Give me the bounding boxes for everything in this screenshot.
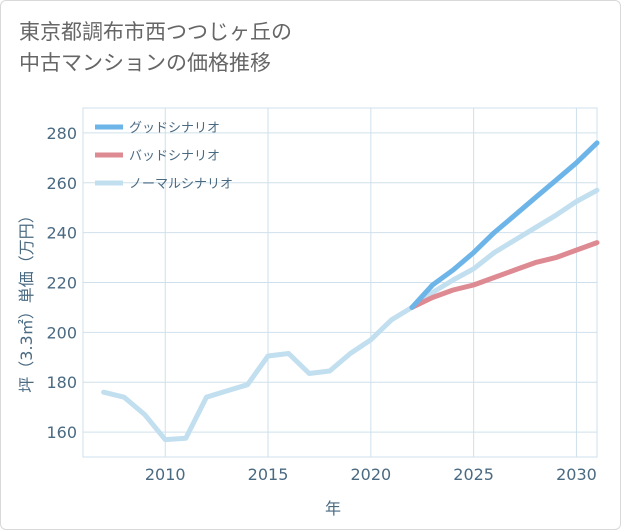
series-line-1 (409, 240, 600, 310)
y-tick-label: 200 (46, 323, 77, 342)
series-line-0 (409, 140, 600, 310)
series-lines (101, 140, 600, 443)
series-line-2 (101, 187, 600, 443)
x-tick-label: 2015 (248, 465, 289, 484)
legend-label: グッドシナリオ (129, 121, 220, 136)
x-axis-label: 年 (325, 499, 341, 518)
y-tick-label: 160 (46, 423, 77, 442)
x-tick-label: 2010 (145, 465, 186, 484)
y-axis-label: 坪（3.3㎡）単価（万円） (17, 207, 36, 392)
x-tick-label: 2025 (453, 465, 494, 484)
y-axis-ticks: 160 180 200 220 240 260 280 (46, 124, 77, 442)
chart-title: 東京都調布市西つつじヶ丘の 中古マンションの価格推移 (19, 17, 579, 79)
grid-lines (82, 107, 598, 458)
y-tick-label: 180 (46, 373, 77, 392)
legend-label: ノーマルシナリオ (129, 177, 233, 192)
x-tick-label: 2030 (556, 465, 597, 484)
y-tick-label: 220 (46, 274, 77, 293)
y-tick-label: 280 (46, 124, 77, 143)
y-tick-label: 240 (46, 224, 77, 243)
legend-label: バッドシナリオ (129, 149, 220, 164)
chart-title-line-1: 東京都調布市西つつじヶ丘の (19, 20, 292, 44)
x-tick-label: 2020 (350, 465, 391, 484)
x-axis-ticks: 2010 2015 2020 2025 2030 (145, 465, 597, 484)
y-tick-label: 260 (46, 174, 77, 193)
chart-title-line-2: 中古マンションの価格推移 (19, 51, 271, 75)
